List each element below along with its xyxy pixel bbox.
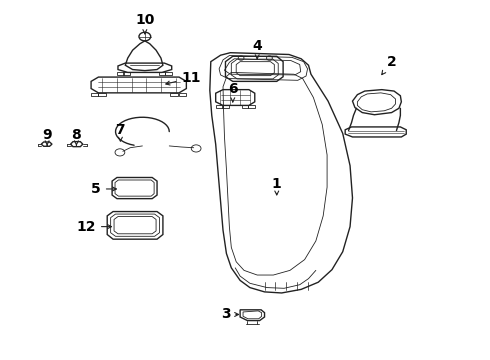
Text: 12: 12 [76, 220, 112, 234]
Text: 2: 2 [382, 55, 396, 75]
Text: 6: 6 [228, 82, 238, 102]
Text: 8: 8 [72, 128, 81, 145]
Text: 1: 1 [272, 177, 282, 195]
Text: 11: 11 [166, 71, 201, 85]
Text: 7: 7 [116, 123, 125, 141]
Text: 4: 4 [252, 39, 262, 59]
Text: 3: 3 [220, 307, 239, 321]
Text: 9: 9 [42, 128, 52, 145]
Text: 10: 10 [135, 13, 154, 33]
Text: 5: 5 [91, 182, 117, 196]
